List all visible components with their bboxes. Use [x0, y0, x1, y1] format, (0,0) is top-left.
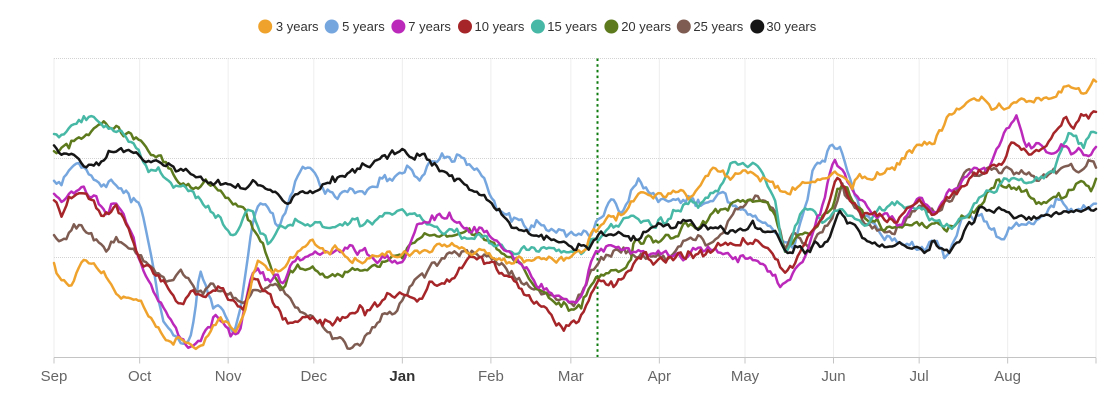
svg-text:Mar: Mar: [558, 368, 584, 385]
svg-text:Nov: Nov: [215, 368, 242, 385]
svg-text:Sep: Sep: [41, 368, 68, 385]
svg-text:3 years: 3 years: [276, 19, 319, 34]
svg-text:25 years: 25 years: [693, 19, 743, 34]
svg-text:30 years: 30 years: [766, 19, 816, 34]
svg-text:7 years: 7 years: [408, 19, 451, 34]
svg-text:Jul: Jul: [910, 368, 929, 385]
svg-text:15 years: 15 years: [547, 19, 597, 34]
svg-text:5 years: 5 years: [342, 19, 385, 34]
svg-text:Jan: Jan: [389, 368, 415, 385]
svg-text:Apr: Apr: [648, 368, 671, 385]
svg-text:Oct: Oct: [128, 368, 152, 385]
svg-text:May: May: [731, 368, 760, 385]
svg-text:Dec: Dec: [300, 368, 327, 385]
svg-text:20 years: 20 years: [621, 19, 671, 34]
svg-text:Jun: Jun: [821, 368, 845, 385]
svg-text:10 years: 10 years: [475, 19, 525, 34]
svg-text:Aug: Aug: [994, 368, 1021, 385]
svg-text:Feb: Feb: [478, 368, 504, 385]
